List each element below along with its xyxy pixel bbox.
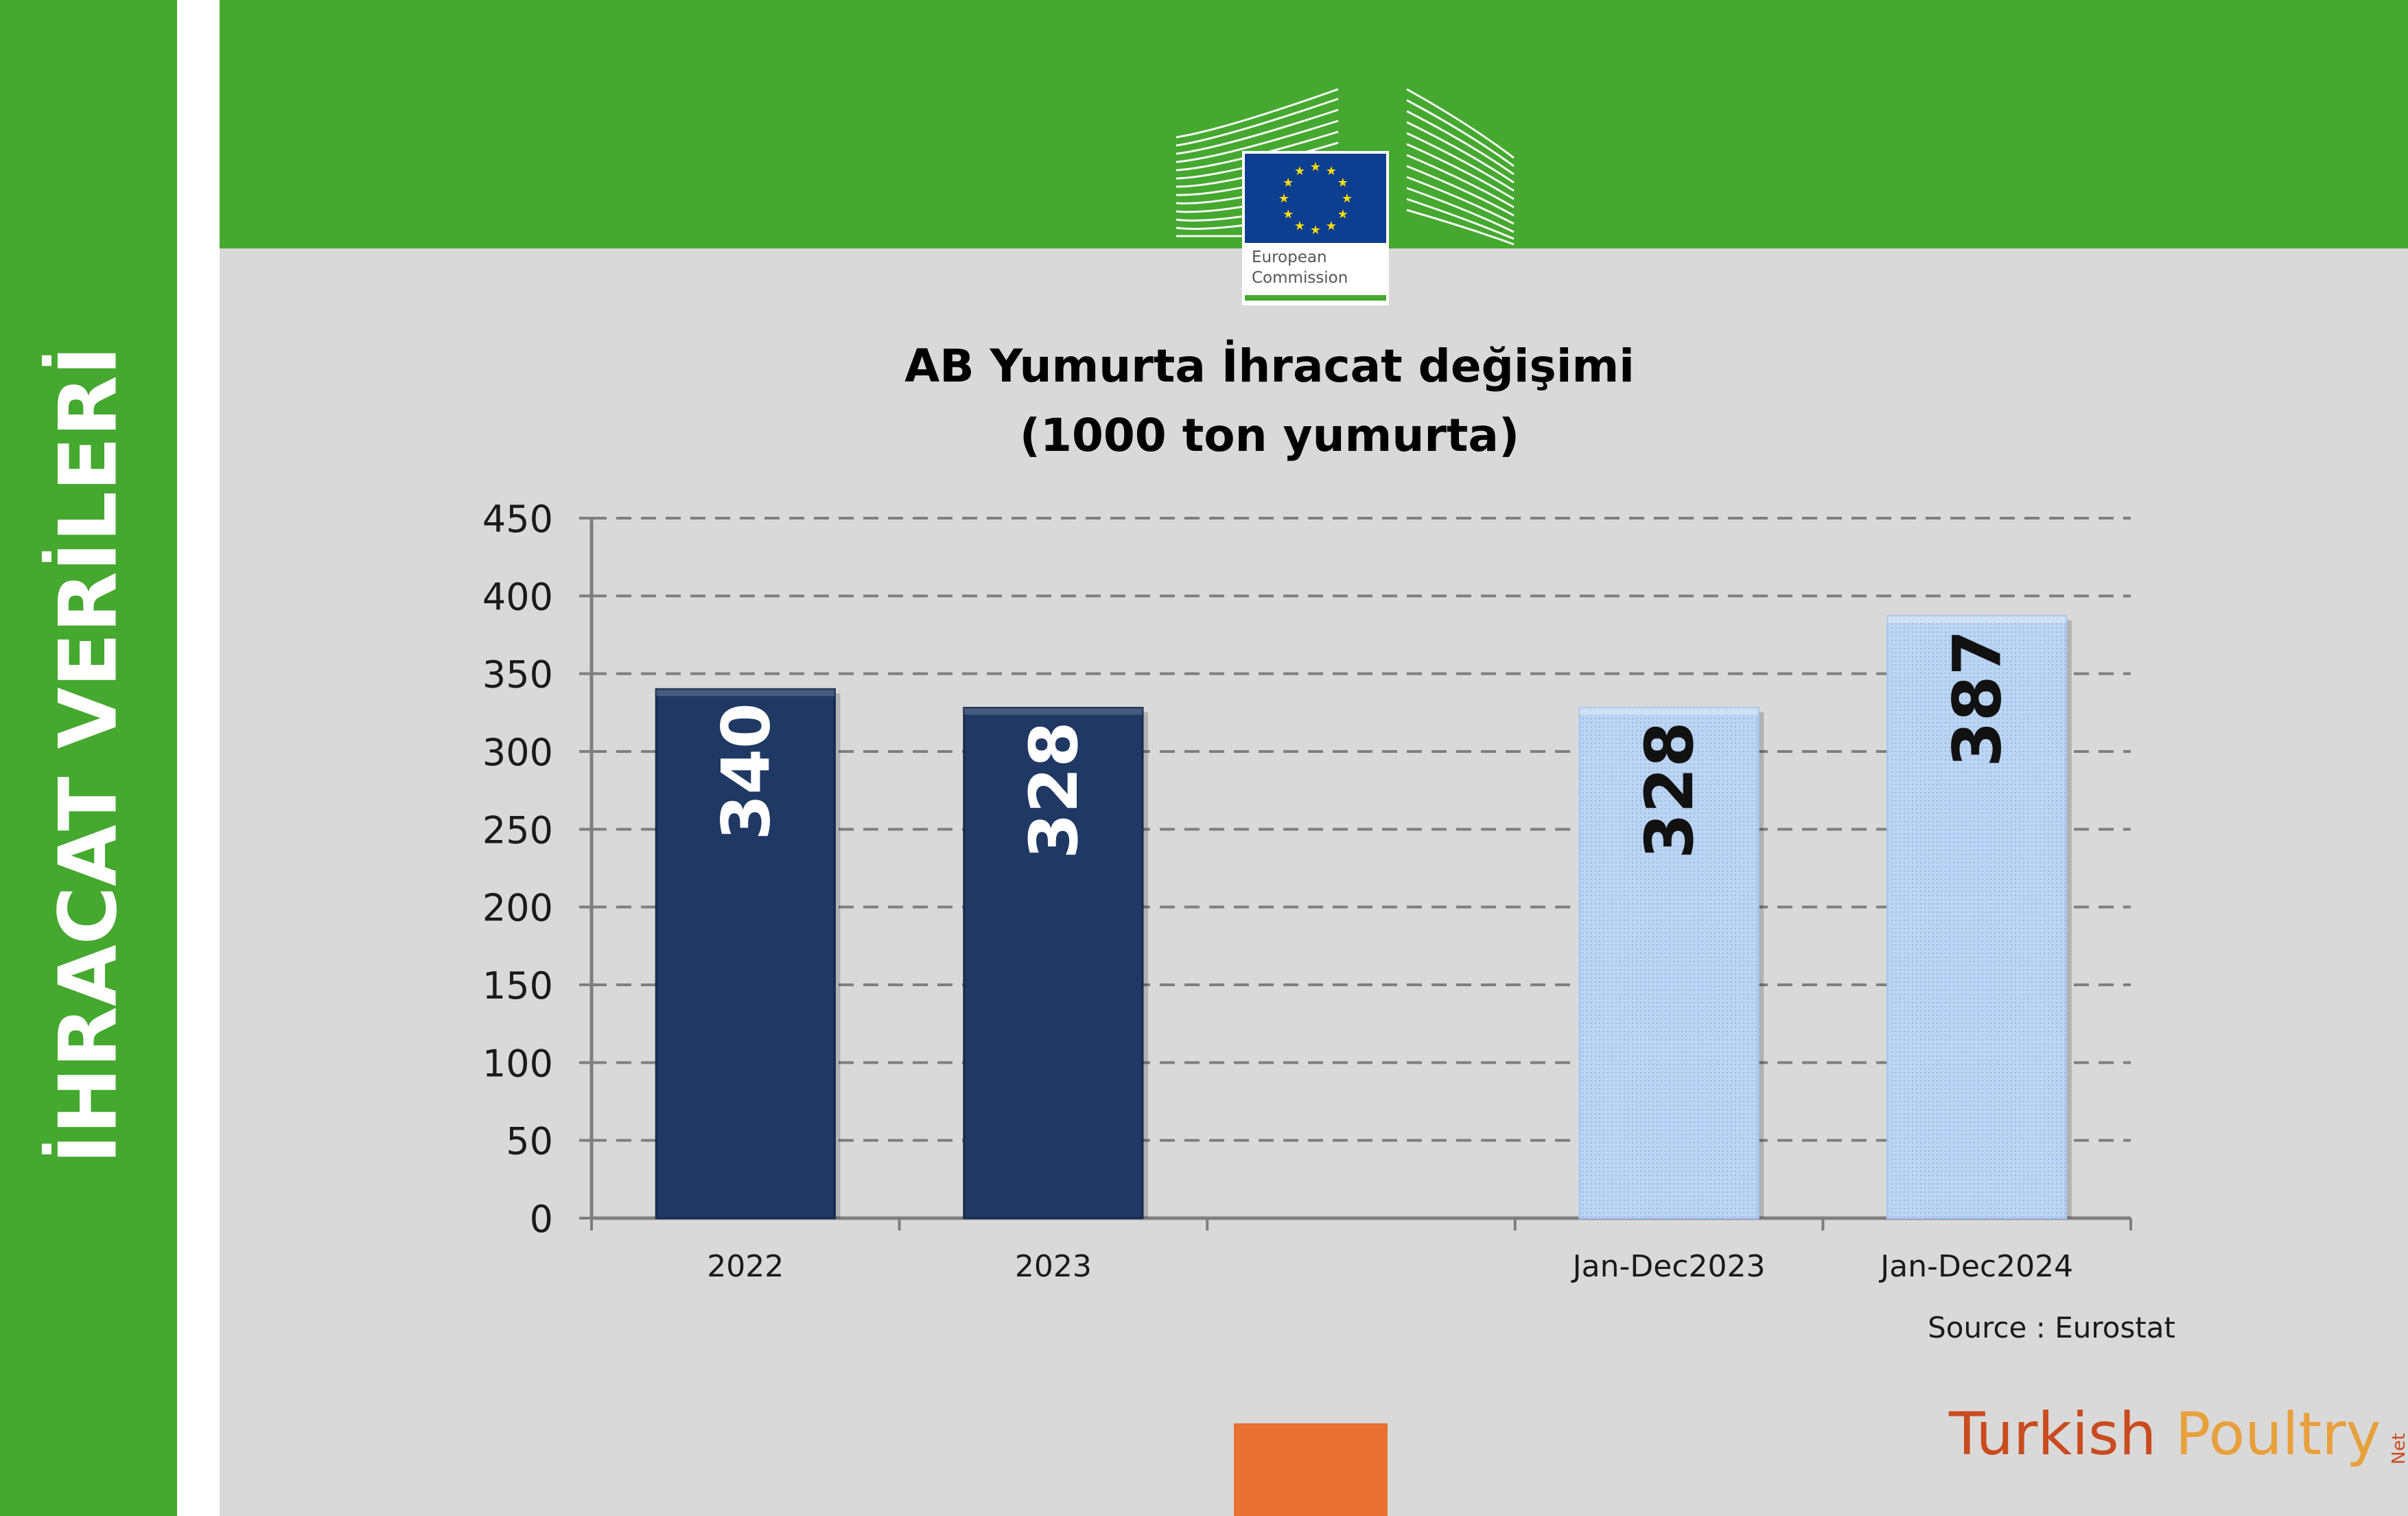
eu-star: ★ [1294, 164, 1305, 178]
y-tick-label: 350 [482, 653, 553, 697]
eu-star: ★ [1278, 191, 1289, 206]
y-tick-label: 400 [482, 575, 553, 618]
bar [1578, 707, 1760, 1220]
y-tick-label: 250 [482, 808, 553, 852]
bar [963, 707, 1144, 1220]
y-tick-label: 50 [506, 1120, 553, 1163]
bar [1886, 615, 2068, 1220]
eu-star: ★ [1310, 223, 1321, 237]
brand-part1: Turkish [1949, 1400, 2175, 1469]
y-tick-label: 100 [482, 1042, 553, 1085]
european-commission-logo: ★ ★★★★★★★★★★★ European Commission [1176, 88, 1515, 305]
source-note: Source : Eurostat [1928, 1311, 2175, 1344]
logo-text-line2: Commission [1252, 269, 1348, 287]
eu-star: ★ [1342, 191, 1353, 206]
eu-flag [1245, 154, 1386, 243]
x-tick-label: 2022 [707, 1249, 784, 1284]
orange-block [1234, 1423, 1388, 1516]
side-bar: İHRACAT VERİLERİ [0, 0, 177, 1516]
bar-bevel [656, 689, 835, 697]
chart-title-line2: (1000 ton yumurta) [1019, 409, 1520, 462]
eu-star: ★ [1294, 219, 1305, 233]
logo-building-right [1406, 88, 1515, 246]
eu-star: ★ [1326, 164, 1337, 178]
logo-text-line1: European [1252, 248, 1327, 266]
label-layer: 2022 340 2023 328 Jan-Dec2023 328 Jan-Dec2024 3… [707, 630, 2073, 1284]
chart-title-line1: AB Yumurta İhracat değişimi [904, 340, 1635, 393]
y-tick-label: 0 [530, 1198, 553, 1241]
bar-value-label: 328 [1016, 721, 1092, 859]
grid-layer [592, 517, 2131, 1142]
brand-part3: Net [2389, 1433, 2408, 1465]
x-tick-label: Jan-Dec2024 [1878, 1249, 2073, 1284]
logo-green-stripe [1245, 295, 1386, 301]
eu-stars: ★ ★★★★★★★★★★★ [1278, 160, 1353, 237]
eu-star: ★ [1337, 176, 1348, 190]
bar-value-label: 328 [1631, 721, 1708, 859]
bar-value-label: 340 [708, 703, 784, 840]
bar-layer [655, 615, 2072, 1220]
eu-star: ★ [1283, 207, 1294, 222]
x-tick-label: Jan-Dec2023 [1571, 1249, 1766, 1284]
eu-star: ★ [1326, 219, 1337, 233]
eu-star: ★ [1337, 207, 1348, 222]
brand-part2: Poultry [2175, 1400, 2381, 1469]
bar-bevel [963, 708, 1143, 715]
y-tick-label: 450 [482, 498, 553, 541]
y-tick-label: 200 [482, 887, 553, 930]
y-tick-label: 300 [482, 731, 553, 774]
brand-logo: Turkish Poultry Net [1949, 1400, 2408, 1476]
bar-bevel [1887, 616, 2066, 623]
eu-star: ★ [1310, 160, 1321, 174]
eu-star: ★ [1283, 176, 1294, 190]
bar-value-label: 387 [1939, 630, 2016, 767]
bar-bevel [1580, 708, 1759, 715]
y-tick-label: 150 [482, 964, 553, 1007]
bar [655, 688, 836, 1220]
x-tick-label: 2023 [1015, 1249, 1092, 1284]
axis-layer: 0 50 100 150 200 250 300 350 400 450 [482, 498, 2132, 1241]
